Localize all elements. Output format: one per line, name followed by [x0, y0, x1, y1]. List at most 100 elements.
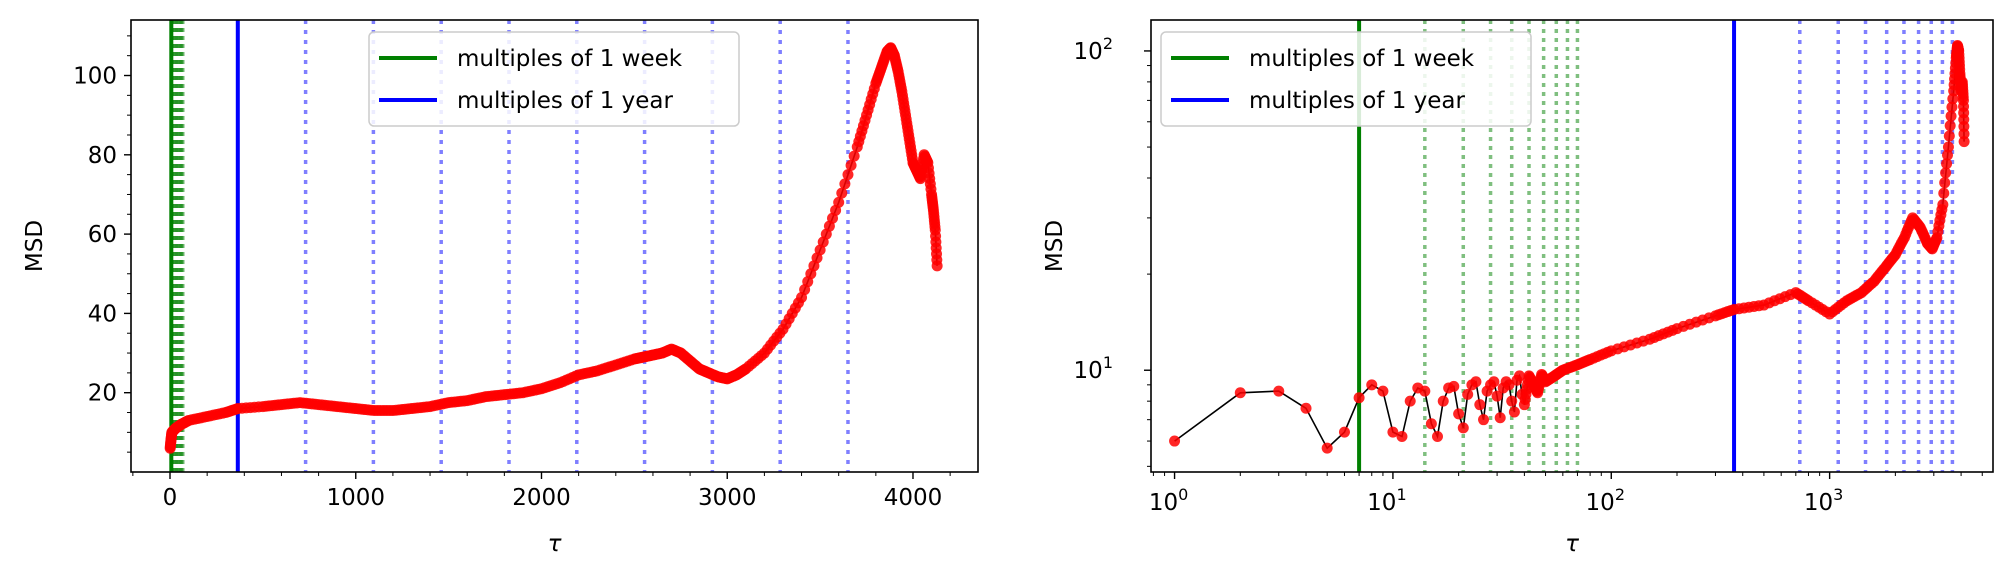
data-point	[859, 114, 871, 126]
x-tick-label: 102	[1586, 485, 1625, 516]
data-point	[839, 178, 851, 190]
left-panel: 0 1000 2000 3000 4000 20 40 60 80 100 τ MSD multiple…	[22, 19, 979, 557]
data-point	[1377, 385, 1389, 397]
data-point	[1488, 376, 1500, 388]
x-tick-label-exponent: 0	[1178, 485, 1188, 504]
y-tick-label-base: 10	[1074, 39, 1103, 65]
y-tick-label: 60	[88, 222, 117, 248]
y-tick-label-base: 10	[1074, 358, 1103, 384]
data-point	[929, 221, 941, 233]
data-point	[1353, 392, 1365, 404]
data-point	[845, 159, 857, 171]
data-point	[1448, 380, 1460, 392]
data-point	[1169, 435, 1181, 447]
x-tick-label: 2000	[512, 485, 571, 511]
data-point	[1425, 418, 1437, 430]
x-axis-label: τ	[548, 531, 562, 557]
data-point	[931, 254, 943, 266]
data-point	[1478, 414, 1490, 426]
data-point	[836, 187, 848, 199]
x-tick-label-base: 10	[1804, 490, 1833, 516]
data-point	[1404, 395, 1416, 407]
x-tick-label: 100	[1149, 485, 1188, 516]
data-point	[1396, 431, 1408, 443]
legend: multiples of 1 week multiples of 1 year	[368, 31, 740, 127]
legend: multiples of 1 week multiples of 1 year	[1160, 31, 1532, 127]
data-point	[1957, 91, 1969, 103]
plot-area	[164, 20, 943, 472]
x-tick-label-base: 10	[1367, 490, 1396, 516]
data-point	[1321, 442, 1333, 454]
y-tick-label: 80	[88, 143, 117, 169]
data-point	[1366, 379, 1378, 391]
x-tick-label-exponent: 3	[1833, 485, 1843, 504]
x-tick-label-exponent: 1	[1396, 485, 1406, 504]
data-point	[792, 297, 804, 309]
data-point	[1494, 412, 1506, 424]
y-tick-label: 101	[1074, 353, 1113, 384]
x-tick-label-exponent: 2	[1615, 485, 1625, 504]
y-axis-label: MSD	[22, 220, 48, 272]
y-tick-label-exponent: 1	[1103, 353, 1113, 372]
data-point	[1514, 370, 1526, 382]
legend-box	[1160, 31, 1532, 127]
x-axis-label: τ	[1565, 531, 1579, 557]
y-tick-label: 40	[88, 301, 117, 327]
x-tick-label: 3000	[698, 485, 757, 511]
data-point	[1939, 177, 1951, 189]
y-tick-label-exponent: 2	[1103, 34, 1113, 53]
data-point	[1419, 385, 1431, 397]
data-point	[1457, 422, 1469, 434]
data-point	[1944, 120, 1956, 132]
data-point	[1474, 399, 1486, 411]
data-point	[1938, 187, 1950, 199]
data-point	[1946, 101, 1958, 113]
data-point	[1958, 128, 1970, 140]
data-point	[1431, 431, 1443, 443]
data-point	[1491, 390, 1503, 402]
data-point	[1273, 385, 1285, 397]
data-point	[1637, 335, 1649, 347]
x-tick-label: 101	[1367, 485, 1406, 516]
legend-label: multiples of 1 year	[457, 88, 673, 114]
data-point	[1470, 376, 1482, 388]
data-point	[1942, 141, 1954, 153]
x-tick-label: 4000	[884, 485, 943, 511]
data-point	[811, 252, 823, 264]
x-tick-label: 0	[163, 485, 178, 511]
y-axis-label: MSD	[1042, 220, 1068, 272]
data-point	[1508, 406, 1520, 418]
axes-frame	[130, 19, 979, 473]
data-point	[830, 204, 842, 216]
data-point	[1437, 395, 1449, 407]
data-point	[1753, 300, 1765, 312]
data-point	[1602, 346, 1614, 358]
data-point	[1234, 387, 1246, 399]
data-point	[1453, 408, 1465, 420]
y-tick-label: 100	[73, 64, 117, 90]
data-point	[1945, 110, 1957, 122]
data-point	[842, 169, 854, 181]
data-point	[1936, 204, 1948, 216]
data-point	[848, 150, 860, 162]
y-tick-label: 20	[88, 381, 117, 407]
data-point	[1943, 130, 1955, 142]
data-point	[1338, 426, 1350, 438]
data-point	[1940, 167, 1952, 179]
data-point	[1958, 136, 1970, 148]
x-tick-label: 103	[1804, 485, 1843, 516]
legend-label: multiples of 1 week	[457, 46, 683, 72]
legend-box	[368, 31, 740, 127]
data-point	[1941, 158, 1953, 170]
legend-label: multiples of 1 week	[1249, 46, 1475, 72]
legend-label: multiples of 1 year	[1249, 88, 1465, 114]
data-point	[1666, 324, 1678, 336]
data-point	[1947, 93, 1959, 105]
data-point	[1300, 402, 1312, 414]
x-tick-label: 1000	[326, 485, 385, 511]
x-tick-label-base: 10	[1149, 490, 1178, 516]
data-point	[1462, 388, 1474, 400]
data-point	[1387, 426, 1399, 438]
